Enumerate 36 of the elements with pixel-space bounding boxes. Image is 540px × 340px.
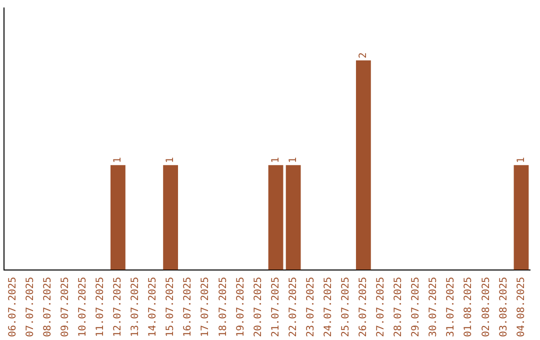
- x-tick-label: 03.08.2025: [498, 276, 510, 338]
- x-tick-label: 12.07.2025: [112, 276, 124, 338]
- x-tick-label: 28.07.2025: [393, 276, 404, 338]
- x-tick-label: 24.07.2025: [322, 276, 334, 338]
- x-tick-label: 02.08.2025: [480, 276, 492, 338]
- data-label: 1: [516, 157, 527, 164]
- x-tick-label: 07.07.2025: [24, 276, 36, 338]
- x-tick-label: 08.07.2025: [42, 276, 54, 338]
- x-tick-label: 01.08.2025: [463, 276, 474, 338]
- data-label: 1: [112, 157, 124, 164]
- x-tick-label: 25.07.2025: [340, 276, 352, 338]
- x-tick-label: 13.07.2025: [130, 276, 142, 338]
- x-tick-label: 29.07.2025: [410, 276, 422, 338]
- x-tick-label: 11.07.2025: [95, 276, 106, 338]
- x-tick-label: 20.07.2025: [252, 276, 264, 338]
- x-tick-label: 06.07.2025: [7, 276, 18, 338]
- x-tick-label: 16.07.2025: [182, 276, 194, 338]
- x-tick-label: 17.07.2025: [200, 276, 212, 338]
- x-tick-label: 15.07.2025: [165, 276, 176, 338]
- x-tick-label: 18.07.2025: [218, 276, 229, 338]
- x-tick-label: 23.07.2025: [305, 276, 316, 338]
- x-tick-label: 10.07.2025: [77, 276, 88, 338]
- data-label: 1: [288, 157, 299, 164]
- x-tick-label: 14.07.2025: [148, 276, 159, 338]
- data-label: 1: [270, 157, 282, 164]
- x-tick-label: 26.07.2025: [358, 276, 370, 338]
- x-tick-label: 09.07.2025: [60, 276, 71, 338]
- x-tick-label: 21.07.2025: [270, 276, 282, 338]
- x-tick-label: 30.07.2025: [428, 276, 440, 338]
- x-tick-label: 27.07.2025: [376, 276, 387, 338]
- data-label: 1: [165, 157, 176, 164]
- x-tick-label: 22.07.2025: [288, 276, 299, 338]
- x-tick-label: 04.08.2025: [516, 276, 527, 338]
- data-label: 2: [358, 52, 370, 58]
- x-tick-label: 19.07.2025: [235, 276, 246, 338]
- x-tick-label: 31.07.2025: [446, 276, 457, 338]
